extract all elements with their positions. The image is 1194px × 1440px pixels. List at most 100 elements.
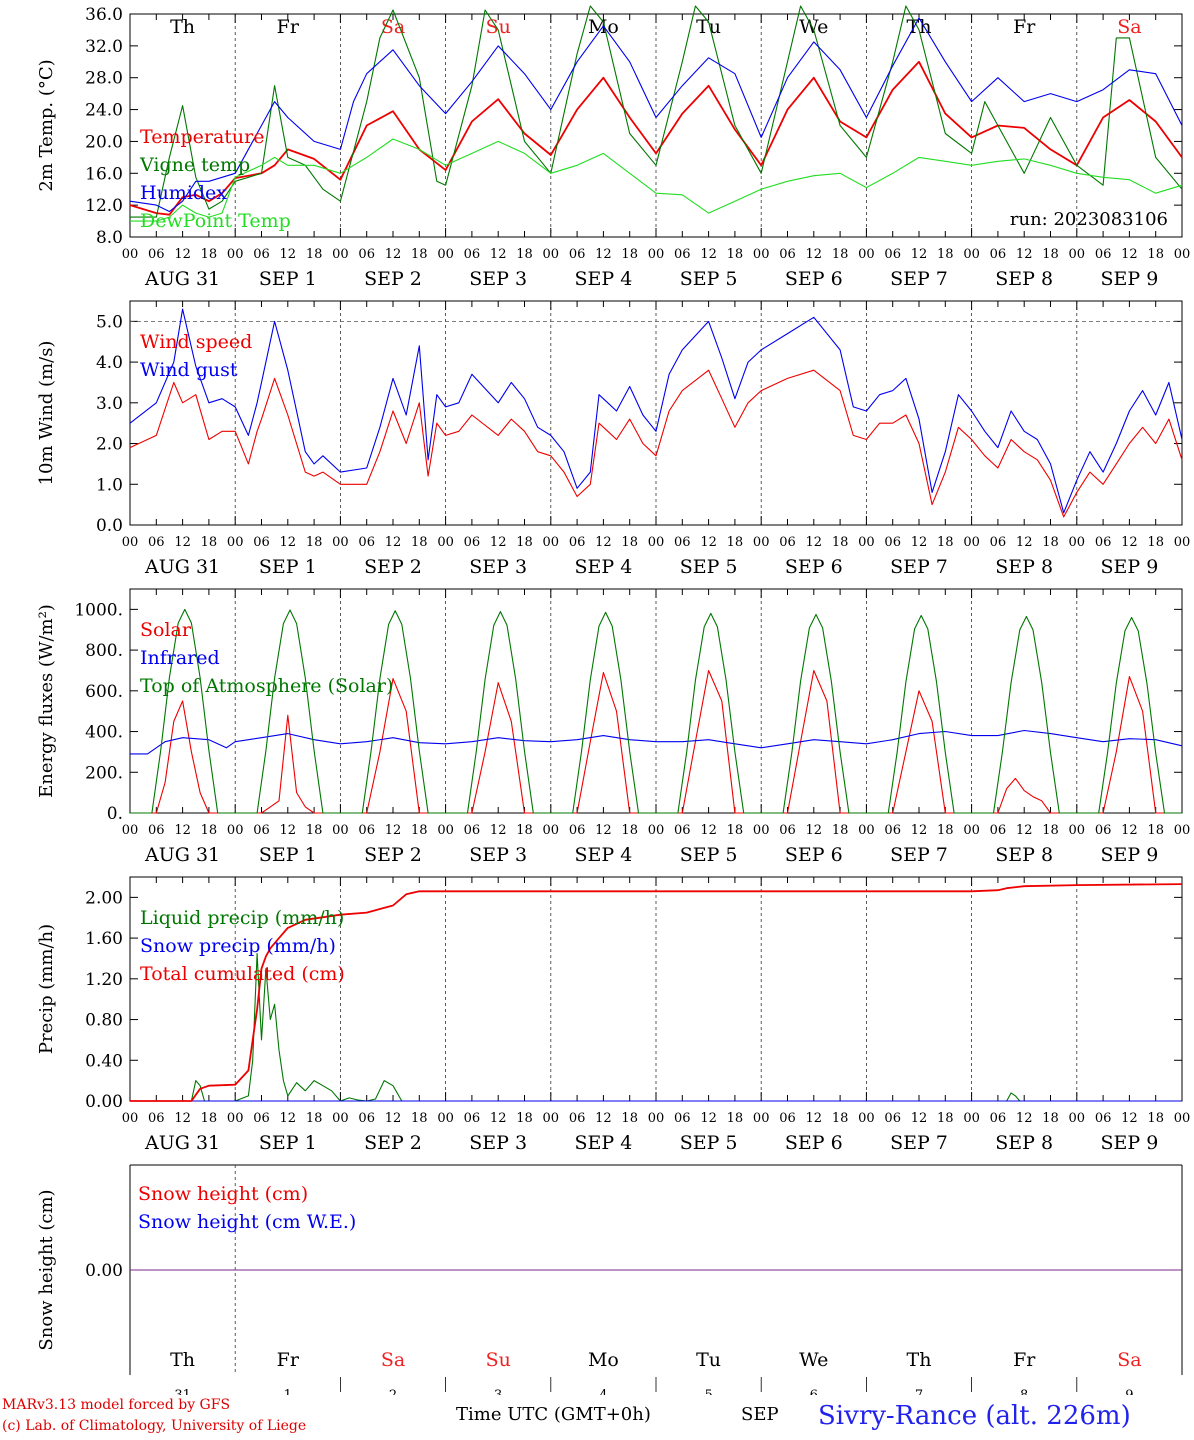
p2-hour-label: 06 bbox=[1095, 535, 1112, 550]
p3-hour-label: 12 bbox=[490, 823, 507, 838]
p2-hour-label: 00 bbox=[227, 535, 244, 550]
p2-day-label: AUG 31 bbox=[144, 556, 220, 578]
p2-day-label: SEP 8 bbox=[995, 556, 1053, 578]
p1-hour-label: 00 bbox=[332, 247, 349, 262]
p3-hour-label: 12 bbox=[1121, 823, 1138, 838]
p5-date-number: 8 bbox=[1020, 1388, 1028, 1395]
p1-hour-label: 06 bbox=[569, 247, 586, 262]
p4-hour-label: 06 bbox=[464, 1111, 481, 1126]
p4-day-label: SEP 1 bbox=[259, 1132, 317, 1154]
p3-hour-label: 12 bbox=[174, 823, 191, 838]
p3-hour-label: 06 bbox=[464, 823, 481, 838]
p2-hour-label: 00 bbox=[1069, 535, 1086, 550]
p1-frame bbox=[129, 13, 1183, 238]
p2-day-label: SEP 1 bbox=[259, 556, 317, 578]
p3-hour-label: 06 bbox=[569, 823, 586, 838]
p2-hour-label: 00 bbox=[858, 535, 875, 550]
p4-hour-label: 00 bbox=[1174, 1111, 1191, 1126]
p1-day-label: SEP 1 bbox=[259, 268, 317, 290]
p1-hour-label: 00 bbox=[437, 247, 454, 262]
p1-weekday-label: Th bbox=[170, 16, 195, 38]
p1-hour-label: 18 bbox=[727, 247, 744, 262]
p3-hour-label: 00 bbox=[753, 823, 770, 838]
p3-day-label: SEP 4 bbox=[574, 844, 632, 866]
p4-hour-label: 06 bbox=[674, 1111, 691, 1126]
p3-hour-label: 18 bbox=[727, 823, 744, 838]
p4-hour-label: 18 bbox=[1042, 1111, 1059, 1126]
p4-hour-label: 06 bbox=[779, 1111, 796, 1126]
p4-day-label: SEP 2 bbox=[364, 1132, 422, 1154]
p3-hour-label: 00 bbox=[1069, 823, 1086, 838]
p3-hour-label: 06 bbox=[779, 823, 796, 838]
p1-weekday-label: Fr bbox=[277, 16, 300, 38]
p1-hour-label: 12 bbox=[806, 247, 823, 262]
p3-hour-label: 06 bbox=[148, 823, 165, 838]
p1-hour-label: 18 bbox=[1147, 247, 1164, 262]
p3-hour-label: 18 bbox=[1147, 823, 1164, 838]
p2-hour-label: 12 bbox=[1016, 535, 1033, 550]
p3-hour-label: 06 bbox=[990, 823, 1007, 838]
p4-hour-label: 18 bbox=[201, 1111, 218, 1126]
p3-frame bbox=[129, 588, 1183, 814]
p2-hour-label: 00 bbox=[753, 535, 770, 550]
p4-legend-entry: Liquid precip (mm/h) bbox=[140, 907, 344, 929]
p3-y-tick-label: 1000. bbox=[74, 600, 123, 620]
p1-hour-label: 12 bbox=[385, 247, 402, 262]
p1-hour-label: 06 bbox=[884, 247, 901, 262]
p4-day-label: SEP 4 bbox=[574, 1132, 632, 1154]
p2-hour-label: 12 bbox=[911, 535, 928, 550]
p3-hour-label: 12 bbox=[1016, 823, 1033, 838]
p2-hour-label: 12 bbox=[385, 535, 402, 550]
p5-weekday-label: Th bbox=[907, 1349, 932, 1371]
p3-hour-label: 12 bbox=[911, 823, 928, 838]
p2-y-axis-title: 10m Wind (m/s) bbox=[36, 341, 57, 486]
p1-hour-label: 00 bbox=[753, 247, 770, 262]
p5-date-number: 6 bbox=[810, 1388, 818, 1395]
p1-hour-label: 12 bbox=[1121, 247, 1138, 262]
p1-weekday-label: Su bbox=[486, 16, 511, 38]
p3-hour-label: 18 bbox=[201, 823, 218, 838]
meteogram-svg: 8.012.016.020.024.028.032.036.02m Temp. … bbox=[36, 5, 1191, 1403]
p4-legend-entry: Snow precip (mm/h) bbox=[140, 935, 336, 957]
p4-hour-label: 00 bbox=[437, 1111, 454, 1126]
p2-hour-label: 12 bbox=[490, 535, 507, 550]
p5-weekday-label: Fr bbox=[1013, 1349, 1036, 1371]
p2-hour-label: 12 bbox=[280, 535, 297, 550]
p4-hour-label: 06 bbox=[1095, 1111, 1112, 1126]
p5-date-number: 7 bbox=[915, 1388, 923, 1395]
p4-hour-label: 12 bbox=[385, 1111, 402, 1126]
p3-hour-label: 06 bbox=[674, 823, 691, 838]
p3-hour-label: 12 bbox=[385, 823, 402, 838]
p4-day-label: SEP 5 bbox=[680, 1132, 738, 1154]
p4-hour-label: 00 bbox=[753, 1111, 770, 1126]
p2-day-label: SEP 4 bbox=[574, 556, 632, 578]
p4-hour-label: 06 bbox=[253, 1111, 270, 1126]
p2-hour-label: 18 bbox=[937, 535, 954, 550]
p5-date-number: 3 bbox=[494, 1388, 502, 1395]
p3-day-label: SEP 7 bbox=[890, 844, 948, 866]
p1-y-axis-title: 2m Temp. (°C) bbox=[36, 59, 57, 191]
p1-hour-label: 18 bbox=[1042, 247, 1059, 262]
p1-hour-label: 18 bbox=[411, 247, 428, 262]
p4-hour-label: 00 bbox=[648, 1111, 665, 1126]
p3-hour-label: 12 bbox=[700, 823, 717, 838]
p4-day-label: SEP 3 bbox=[469, 1132, 527, 1154]
p2-hour-label: 18 bbox=[621, 535, 638, 550]
p4-hour-label: 18 bbox=[621, 1111, 638, 1126]
p2-hour-label: 00 bbox=[437, 535, 454, 550]
p4-hour-label: 12 bbox=[490, 1111, 507, 1126]
p3-hour-label: 18 bbox=[1042, 823, 1059, 838]
p1-series-line bbox=[129, 17, 1183, 213]
p4-hour-label: 12 bbox=[806, 1111, 823, 1126]
p3-y-tick-label: 600. bbox=[85, 682, 123, 702]
p3-hour-label: 18 bbox=[306, 823, 323, 838]
p3-day-label: AUG 31 bbox=[144, 844, 220, 866]
p1-hour-label: 12 bbox=[700, 247, 717, 262]
p3-y-axis-title: Energy fluxes (W/m²) bbox=[36, 604, 57, 798]
month-label: SEP bbox=[741, 1404, 779, 1425]
p2-y-tick-label: 1.0 bbox=[96, 475, 123, 495]
p2-hour-label: 18 bbox=[516, 535, 533, 550]
p5-weekday-label: Sa bbox=[1117, 1349, 1141, 1371]
p1-day-label: SEP 2 bbox=[364, 268, 422, 290]
p1-hour-label: 12 bbox=[1016, 247, 1033, 262]
